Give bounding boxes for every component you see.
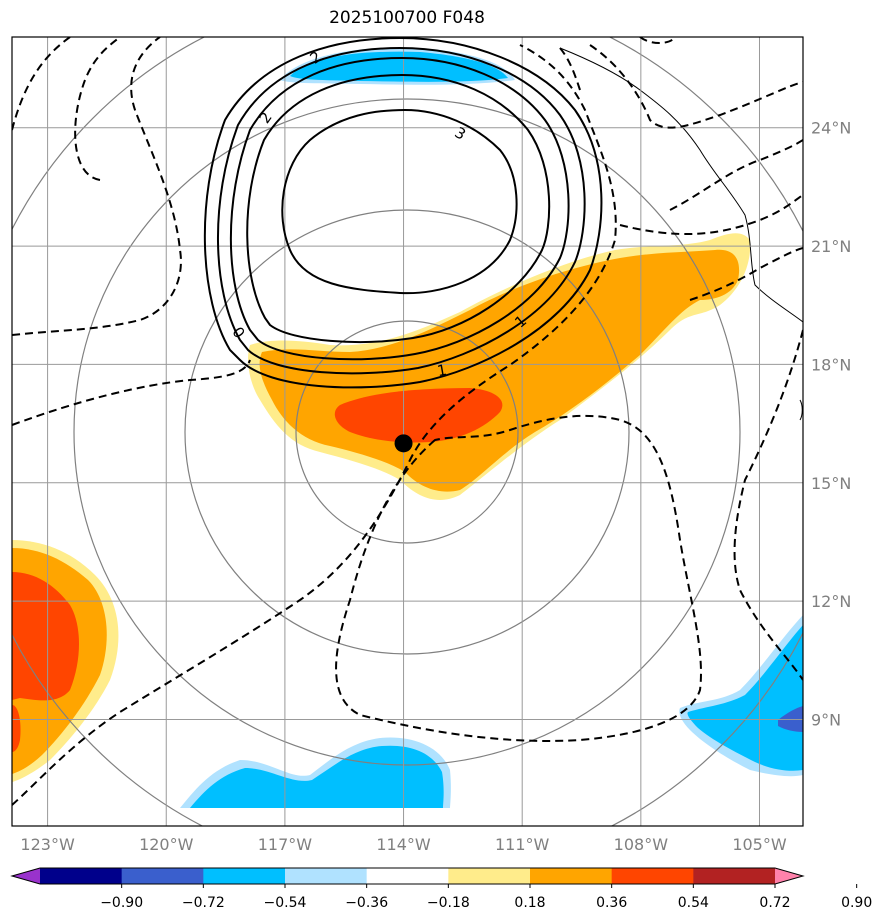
plot-frame xyxy=(11,36,804,827)
contour-label: 1 xyxy=(436,361,449,380)
contour-label: 3 xyxy=(452,123,469,143)
contour-label: 2 xyxy=(255,109,275,127)
colorbar-segment xyxy=(40,868,123,884)
colorbar-segment xyxy=(285,868,368,884)
colorbar-tick-label: 0.54 xyxy=(678,895,709,911)
dashed-contours xyxy=(12,37,803,806)
colorbar-tick-label: 0.18 xyxy=(514,895,545,911)
colorbar-tick-label: 0.36 xyxy=(596,895,627,911)
colorbar-tick-label: −0.72 xyxy=(182,895,225,911)
longitude-axis: 123°W 120°W 117°W 114°W 111°W 108°W 105°W xyxy=(20,835,786,854)
lat-tick-label: 21°N xyxy=(811,237,851,256)
lat-tick-label: 24°N xyxy=(811,119,851,138)
latitude-axis: 24°N 21°N 18°N 15°N 12°N 9°N xyxy=(811,119,851,730)
lon-tick-label: 108°W xyxy=(614,835,669,854)
lat-tick-label: 18°N xyxy=(811,355,851,374)
lat-tick-label: 12°N xyxy=(811,592,851,611)
colorbar-extend-high xyxy=(775,868,803,884)
colorbar-outline xyxy=(10,867,805,885)
colorbar-segment xyxy=(366,868,449,884)
colorbar-segment xyxy=(611,868,694,884)
lon-tick-label: 123°W xyxy=(20,835,75,854)
lon-tick-label: 117°W xyxy=(258,835,313,854)
solid-contours xyxy=(203,37,603,389)
shaded-field xyxy=(12,47,803,808)
lon-tick-label: 105°W xyxy=(732,835,787,854)
lat-tick-label: 9°N xyxy=(811,710,841,729)
colorbar-tick-label: −0.36 xyxy=(345,895,388,911)
colorbar-tick-label: −0.90 xyxy=(100,895,143,911)
colorbar-extend-low xyxy=(12,868,40,884)
colorbar-segment xyxy=(121,868,204,884)
colorbar-segment xyxy=(448,868,531,884)
lon-tick-label: 114°W xyxy=(376,835,431,854)
chart-title: 2025100700 F048 xyxy=(329,8,485,28)
lon-tick-label: 120°W xyxy=(139,835,194,854)
range-rings xyxy=(12,37,803,826)
colorbar-segment xyxy=(203,868,286,884)
lon-tick-label: 111°W xyxy=(495,835,550,854)
storm-center-marker xyxy=(394,434,413,453)
colorbar-segment xyxy=(693,868,776,884)
colorbar-tick-label: −0.54 xyxy=(264,895,307,911)
colorbar-tick-label: 0.72 xyxy=(759,895,790,911)
colorbar-segment xyxy=(530,868,613,884)
lat-tick-label: 15°N xyxy=(811,474,851,493)
colorbar: −0.90 −0.72 −0.54 −0.36 −0.18 0.18 0.36 0.54 0.7… xyxy=(10,867,872,911)
colorbar-tick-label: −0.18 xyxy=(427,895,470,911)
colorbar-tick-label: 0.90 xyxy=(841,895,872,911)
